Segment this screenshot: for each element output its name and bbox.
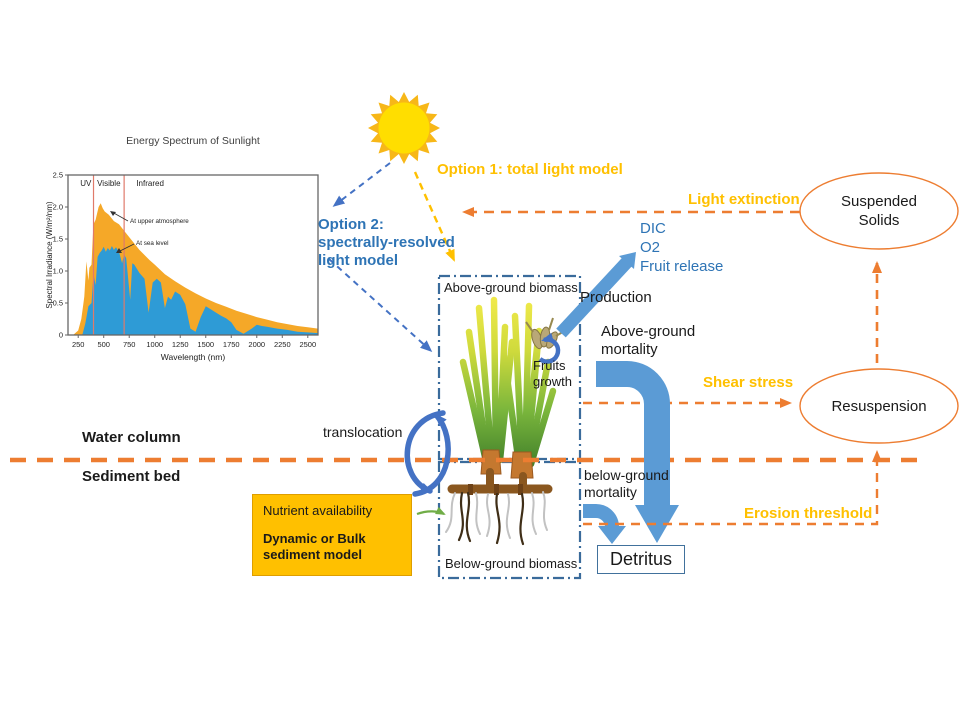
roots-rhizome xyxy=(445,468,553,546)
resuspension-label: Resuspension xyxy=(831,398,927,415)
svg-text:1250: 1250 xyxy=(172,340,189,349)
svg-text:At upper atmosphere: At upper atmosphere xyxy=(130,218,189,225)
above-ground-mortality-arrow xyxy=(596,361,679,543)
svg-text:1750: 1750 xyxy=(223,340,240,349)
sun-icon xyxy=(368,92,440,164)
svg-text:2000: 2000 xyxy=(248,340,265,349)
svg-text:Energy Spectrum of Sunlight: Energy Spectrum of Sunlight xyxy=(126,135,260,147)
nutrient-box: Nutrient availability Dynamic or Bulk se… xyxy=(252,494,412,576)
energy-spectrum-chart: Energy Spectrum of Sunlight UV Visible Infr… xyxy=(44,126,346,376)
below-mortality-label: below-ground mortality xyxy=(584,467,669,500)
production-arrow xyxy=(556,252,636,338)
above-ground-box-label: Above-ground biomass xyxy=(444,280,578,295)
release-fluxes: DIC O2 Fruit release xyxy=(640,219,723,276)
svg-text:0.5: 0.5 xyxy=(53,299,63,308)
svg-text:500: 500 xyxy=(97,340,110,349)
svg-text:1000: 1000 xyxy=(146,340,163,349)
svg-text:2.0: 2.0 xyxy=(53,203,63,212)
svg-text:Visible: Visible xyxy=(97,179,121,188)
sediment-bed-label: Sediment bed xyxy=(82,468,181,485)
svg-text:Spectral Irradiance (W/m²/nm): Spectral Irradiance (W/m²/nm) xyxy=(45,201,54,308)
production-label: Production xyxy=(580,289,652,306)
svg-text:1.0: 1.0 xyxy=(53,267,63,276)
option1-light-arrow xyxy=(413,171,456,262)
svg-text:1500: 1500 xyxy=(197,340,214,349)
seagrass-plant xyxy=(459,296,557,479)
option2-label: Option 2: spectrally-resolved light mode… xyxy=(318,216,455,269)
svg-text:2500: 2500 xyxy=(299,340,316,349)
translocation-arrows xyxy=(404,410,451,497)
resuspension-ellipse xyxy=(799,368,959,444)
option2-to-box-arrow xyxy=(328,258,433,353)
water-column-label: Water column xyxy=(82,429,181,446)
dic-label: DIC xyxy=(640,220,666,237)
svg-text:0: 0 xyxy=(59,331,63,340)
svg-text:Wavelength (nm): Wavelength (nm) xyxy=(161,352,226,362)
erosion-threshold-label: Erosion threshold xyxy=(744,505,873,522)
fruits-growth-label: Fruits growth xyxy=(533,358,573,389)
nutrient-availability-label: Nutrient availability xyxy=(263,503,373,518)
sediment-model-label: Dynamic or Bulk sediment model xyxy=(263,531,366,562)
o2-label: O2 xyxy=(640,239,661,256)
shear-stress-label: Shear stress xyxy=(703,374,794,391)
erosion-threshold-arrow xyxy=(583,450,882,526)
option1-label: Option 1: total light model xyxy=(437,161,623,178)
svg-text:At sea level: At sea level xyxy=(136,240,169,247)
translocation-label: translocation xyxy=(323,424,403,440)
detritus-box: Detritus xyxy=(597,545,685,574)
svg-text:1.5: 1.5 xyxy=(53,235,63,244)
svg-text:UV: UV xyxy=(80,179,92,188)
sun-to-chart-arrow xyxy=(332,162,391,207)
detritus-label: Detritus xyxy=(609,549,672,569)
fruits-growth-arrow xyxy=(538,332,561,364)
svg-text:2.5: 2.5 xyxy=(53,171,63,180)
svg-text:750: 750 xyxy=(123,340,136,349)
nutrient-arrow xyxy=(416,506,446,516)
fruit-icon xyxy=(525,317,567,350)
suspended-solids-label: Suspended Solids xyxy=(841,193,917,229)
svg-text:250: 250 xyxy=(72,340,85,349)
fruit-release-label: Fruit release xyxy=(640,258,724,275)
svg-text:Infrared: Infrared xyxy=(136,179,164,188)
svg-text:2250: 2250 xyxy=(274,340,291,349)
light-extinction-label: Light extinction xyxy=(688,191,800,208)
below-ground-mortality-arrow xyxy=(583,504,626,544)
below-ground-box-label: Below-ground biomass xyxy=(445,556,578,571)
above-mortality-label: Above-ground mortality xyxy=(601,323,696,358)
